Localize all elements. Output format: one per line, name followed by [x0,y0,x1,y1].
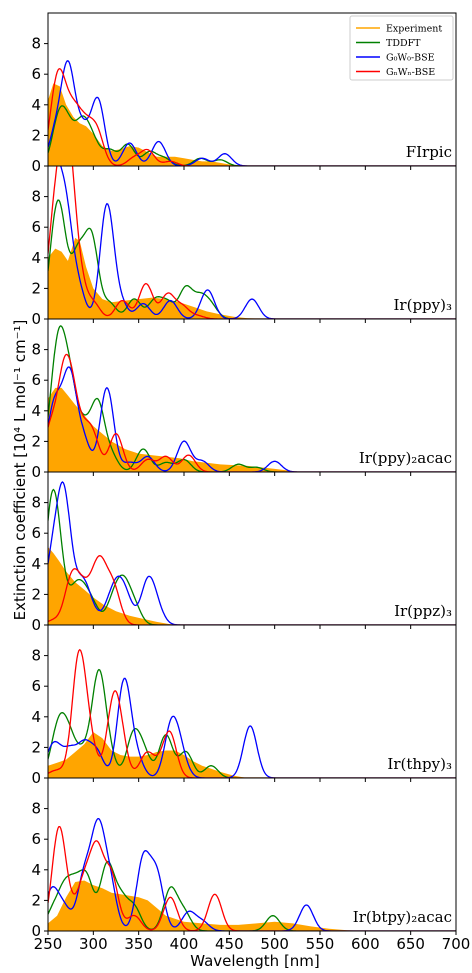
y-axis-label: Extinction coefficient [10⁴ L mol⁻¹ cm⁻¹… [11,320,29,621]
x-axis-label: Wavelength [nm] [190,952,320,970]
panel-5: 0 2 4 6 8 Ir(thpy)₃ [31,624,457,787]
y-tick-label: 6 [31,677,41,695]
plot-area [48,166,456,319]
x-tick-label: 700 [442,935,471,953]
y-tick-label: 2 [31,126,41,144]
panel-label: FIrpic [406,143,452,161]
y-tick-label: 0 [31,616,41,634]
y-tick-label: 8 [31,800,41,818]
y-tick-label: 0 [31,922,41,940]
y-tick-label: 0 [31,769,41,787]
x-tick-label: 650 [396,935,425,953]
y-tick-label: 4 [31,555,41,573]
plot-area [48,325,456,472]
y-tick-label: 4 [31,96,41,114]
gnwn-line [48,68,456,166]
y-tick-label: 4 [31,402,41,420]
y-tick-label: 0 [31,157,41,175]
panel-label: Ir(ppz)₃ [394,602,452,620]
legend-entry: TDDFT [386,38,421,49]
y-tick-label: 4 [31,708,41,726]
y-tick-label: 2 [31,279,41,297]
y-tick-label: 2 [31,585,41,603]
y-tick-label: 8 [31,188,41,206]
panels-group: 0 2 4 6 8 FIrpic Experiment TDDFT G₀W₀-BSE GₙWₙ-B… [31,12,471,953]
y-tick-label: 4 [31,249,41,267]
experiment-area [48,547,184,625]
experiment-area [48,732,248,778]
panel-label: Ir(btpy)₂acac [353,908,452,926]
experiment-area [48,83,248,166]
g0w0-line [48,366,456,472]
panel-3: 0 2 4 6 8 Ir(ppy)₂acac [31,318,457,481]
y-tick-label: 2 [31,891,41,909]
g0w0-line [48,60,456,166]
gnwn-line [48,825,456,931]
gnwn-line [48,555,456,625]
x-tick-label: 300 [79,935,108,953]
y-tick-label: 0 [31,463,41,481]
x-tick-label: 450 [215,935,244,953]
legend: Experiment TDDFT G₀W₀-BSE GₙWₙ-BSE [349,15,454,81]
gnwn-line [48,648,456,778]
panel-6: 0 2 4 6 8 250 300 350 400 450 500 550 600 650 700 Ir(bt… [31,777,471,953]
y-tick-label: 6 [31,524,41,542]
y-tick-label: 6 [31,830,41,848]
tddft-line [48,325,456,472]
panel-label: Ir(thpy)₃ [387,755,452,773]
panel-frame [47,777,457,932]
y-tick-label: 8 [31,494,41,512]
y-tick-label: 8 [31,647,41,665]
tddft-line [48,488,456,625]
x-tick-label: 400 [170,935,199,953]
gnwn-line [48,166,456,319]
plot-area [48,481,456,625]
g0w0-line [48,818,456,931]
panel-label: Ir(ppy)₂acac [359,449,452,467]
tddft-line [48,199,456,319]
tddft-line [48,105,456,166]
y-tick-label: 2 [31,432,41,450]
legend-entry: Experiment [386,24,442,35]
y-tick-label: 8 [31,35,41,53]
g0w0-line [48,677,456,778]
y-tick-label: 6 [31,65,41,83]
legend-box [349,15,454,81]
y-tick-label: 4 [31,861,41,879]
gnwn-line [48,353,456,472]
g0w0-line [48,481,456,625]
y-tick-label: 0 [31,310,41,328]
y-tick-label: 6 [31,371,41,389]
y-tick-label: 2 [31,738,41,756]
x-tick-label: 600 [351,935,380,953]
x-tick-label: 550 [306,935,335,953]
y-tick-label: 8 [31,341,41,359]
g0w0-line [60,166,456,319]
legend-entry: GₙWₙ-BSE [386,67,435,78]
panel-label: Ir(ppy)₃ [394,296,453,314]
x-tick-label: 250 [34,935,63,953]
panel-4: 0 2 4 6 8 Ir(ppz)₃ [31,471,457,634]
tddft-line [48,668,456,778]
panel-2: 0 2 4 6 8 Ir(ppy)₃ [31,165,457,328]
legend-entry: G₀W₀-BSE [386,53,435,64]
plot-area [48,60,456,166]
plot-area [48,648,456,778]
x-tick-label: 350 [124,935,153,953]
panel-1: 0 2 4 6 8 FIrpic Experiment TDDFT G₀W₀-BSE GₙWₙ-B… [31,12,457,175]
x-tick-label: 500 [260,935,289,953]
y-tick-label: 6 [31,218,41,236]
experiment-area [48,387,302,472]
